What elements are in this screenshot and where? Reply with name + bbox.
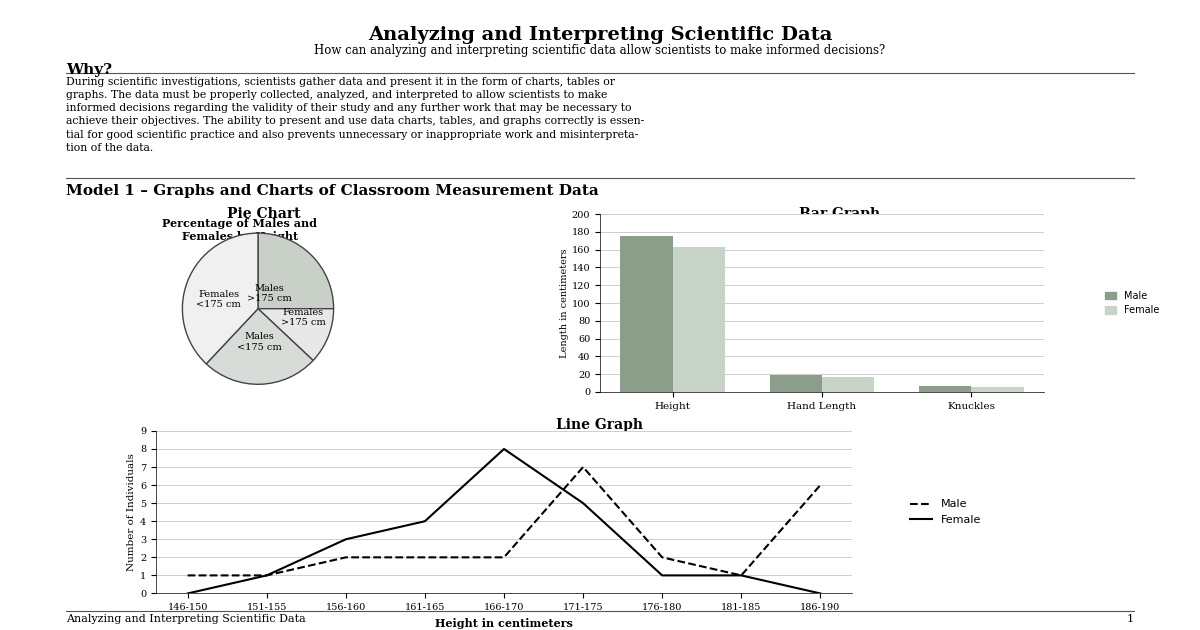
Text: Males
>175 cm: Males >175 cm: [247, 284, 292, 303]
Text: During scientific investigations, scientists gather data and present it in the f: During scientific investigations, scient…: [66, 77, 644, 153]
Text: Distribution of Height in Males and Females: Distribution of Height in Males and Fema…: [452, 432, 748, 445]
Y-axis label: Length in centimeters: Length in centimeters: [560, 248, 569, 358]
Bar: [822, 377, 875, 392]
Female: [497, 445, 511, 453]
Text: Why?: Why?: [66, 63, 112, 77]
Female: [180, 590, 194, 597]
Wedge shape: [258, 233, 334, 309]
Male: [180, 571, 194, 579]
Wedge shape: [206, 309, 313, 384]
Male: [576, 463, 590, 471]
X-axis label: Height in centimeters: Height in centimeters: [436, 618, 572, 629]
Text: Comparing Male and Female Average Values: Comparing Male and Female Average Values: [694, 218, 986, 231]
Bar: [972, 387, 1024, 392]
Male: [734, 571, 749, 579]
Male: [338, 554, 353, 561]
Bar: [919, 386, 972, 392]
Text: Pie Chart: Pie Chart: [227, 207, 301, 220]
Male: [814, 481, 828, 489]
Text: Females
<175 cm: Females <175 cm: [197, 290, 241, 309]
Wedge shape: [182, 233, 258, 364]
Y-axis label: Number of Individuals: Number of Individuals: [127, 453, 136, 571]
Male: [418, 554, 432, 561]
Female: [814, 590, 828, 597]
Text: Females
>175 cm: Females >175 cm: [281, 308, 325, 328]
Text: Percentage of Males and
Females by Height: Percentage of Males and Females by Heigh…: [162, 218, 318, 242]
Text: 1: 1: [1127, 614, 1134, 624]
Text: Analyzing and Interpreting Scientific Data: Analyzing and Interpreting Scientific Da…: [66, 614, 306, 624]
Legend: Male, Female: Male, Female: [905, 495, 985, 529]
Text: How can analyzing and interpreting scientific data allow scientists to make info: How can analyzing and interpreting scien…: [314, 44, 886, 57]
Male: [259, 571, 274, 579]
Text: Line Graph: Line Graph: [557, 418, 643, 432]
Wedge shape: [258, 309, 334, 360]
Text: Males
<175 cm: Males <175 cm: [238, 332, 282, 352]
Bar: [672, 247, 725, 392]
Male: [655, 554, 670, 561]
Bar: [769, 375, 822, 392]
Text: Bar Graph: Bar Graph: [799, 207, 881, 220]
Female: [734, 571, 749, 579]
Female: [418, 517, 432, 525]
Female: [576, 500, 590, 507]
Bar: [620, 236, 672, 392]
Female: [655, 571, 670, 579]
Line: Female: Female: [187, 449, 821, 593]
Legend: Male, Female: Male, Female: [1100, 287, 1164, 319]
Male: [497, 554, 511, 561]
Line: Male: Male: [187, 467, 821, 575]
Text: Analyzing and Interpreting Scientific Data: Analyzing and Interpreting Scientific Da…: [367, 26, 833, 45]
Text: Model 1 – Graphs and Charts of Classroom Measurement Data: Model 1 – Graphs and Charts of Classroom…: [66, 184, 599, 198]
Female: [338, 536, 353, 543]
Female: [259, 571, 274, 579]
